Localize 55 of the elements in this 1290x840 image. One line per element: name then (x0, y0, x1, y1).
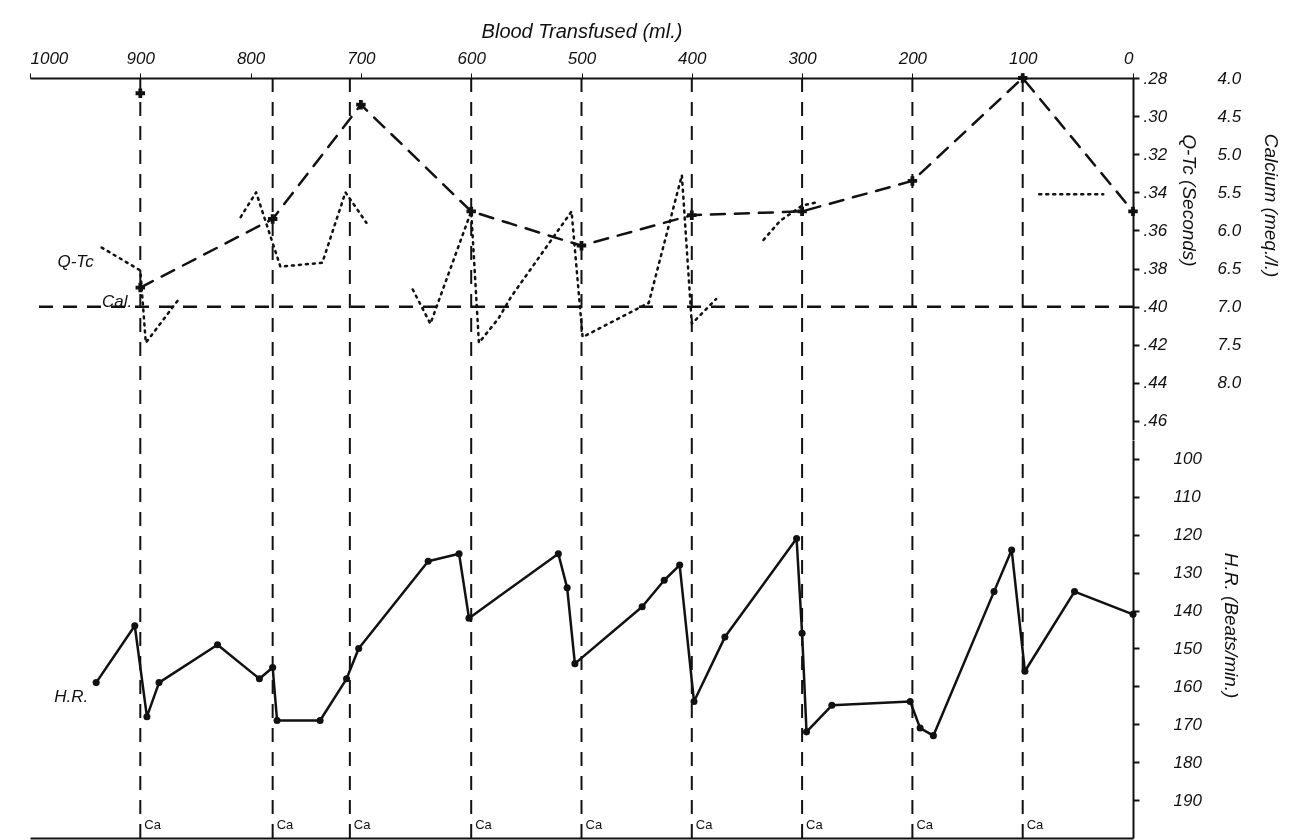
x-tick-label: 600 (457, 48, 487, 68)
y-tick-label: 150 (1173, 638, 1203, 658)
x-tick-label: 200 (897, 48, 928, 68)
x-tick-label: 800 (236, 48, 266, 68)
ref-line-label: Ca (353, 817, 372, 832)
y-tick-label: 6.5 (1217, 259, 1242, 279)
y-tick-label: 4.5 (1217, 106, 1242, 126)
x-tick-label: 500 (567, 48, 597, 68)
x-tick-label: 700 (347, 48, 377, 68)
series-label: Q-Tc (57, 251, 95, 271)
y-tick-label: 160 (1173, 676, 1203, 696)
y2-tick-label: .46 (1143, 411, 1168, 431)
y-tick-label: 5.0 (1217, 144, 1242, 164)
ref-line-label: Ca (806, 817, 824, 832)
y2-tick-label: .36 (1143, 220, 1168, 240)
x-tick-label: 1000 (30, 48, 69, 68)
ref-line-label: Ca (144, 817, 162, 832)
y-tick-label: 7.5 (1217, 335, 1242, 355)
ref-line-label: Ca (695, 817, 714, 832)
ref-line-label: Ca (585, 817, 603, 832)
y2-axis-title: Q-Tc (Seconds) (1178, 134, 1200, 267)
y2-tick-label: .28 (1143, 68, 1168, 88)
y-tick-label: 180 (1173, 752, 1203, 772)
y2-tick-label: .44 (1143, 373, 1168, 393)
x-tick-label: 100 (1009, 48, 1038, 68)
y-tick-label: 110 (1173, 487, 1202, 507)
x-axis-title: Blood Transfused (ml.) (481, 19, 683, 42)
y-axis-title: H.R. (Beats/min.) (1220, 552, 1242, 699)
y-tick-label: 170 (1173, 714, 1203, 734)
y2-tick-label: .34 (1143, 182, 1168, 202)
y-tick-label: 6.0 (1217, 220, 1242, 240)
y-tick-label: 100 (1173, 449, 1203, 469)
y-tick-label: 190 (1173, 790, 1203, 810)
y2-tick-label: .30 (1143, 106, 1168, 126)
y2-tick-label: .38 (1143, 259, 1168, 279)
y2-tick-label: .40 (1143, 297, 1168, 317)
y2-tick-label: .42 (1143, 335, 1168, 355)
y-tick-label: 130 (1173, 563, 1203, 583)
series-label: H.R. (54, 686, 89, 706)
y-tick-label: 7.0 (1217, 297, 1242, 317)
x-tick-label: 400 (678, 48, 708, 68)
y-tick-label: 8.0 (1217, 373, 1242, 393)
ref-line-label: Ca (1026, 817, 1045, 832)
x-tick-label: 300 (788, 48, 818, 68)
y-tick-label: 5.5 (1217, 182, 1242, 202)
y-tick-label: 4.0 (1217, 68, 1242, 88)
y2-tick-label: .32 (1143, 144, 1168, 164)
x-tick-label: 900 (126, 48, 156, 68)
x-tick-label: 0 (1124, 48, 1135, 68)
y-axis-title: Calcium (meq./l.) (1260, 133, 1282, 278)
y-tick-label: 120 (1173, 525, 1203, 545)
ref-line-label: Ca (276, 817, 295, 832)
ref-line-label: Ca (916, 817, 934, 832)
ref-line-label: Ca (475, 817, 493, 832)
y-tick-label: 140 (1173, 601, 1203, 621)
